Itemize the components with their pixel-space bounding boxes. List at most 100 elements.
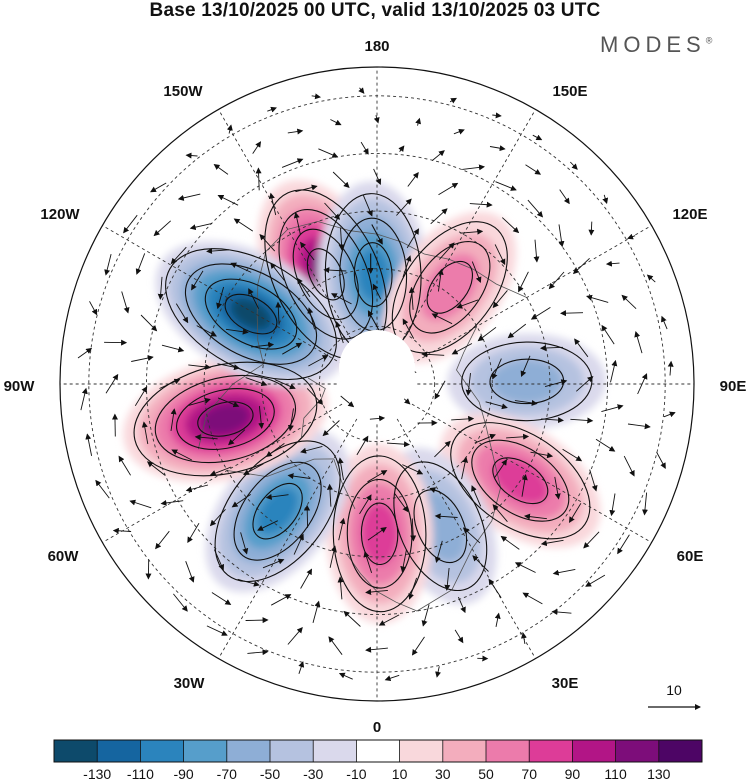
contour-line [197,401,254,437]
wind-arrow [359,494,372,515]
wind-arrow [667,360,674,376]
meridian-line [212,418,358,669]
wind-arrow [525,164,542,175]
wind-arrow [240,532,249,555]
wind-arrow [408,577,418,600]
wind-arrow [586,294,609,303]
colorbar-swatch [658,740,703,762]
wind-arrow [131,355,154,362]
contour-line [204,278,298,350]
wind-arrow [469,201,493,208]
wind-arrow [213,164,229,175]
wind-arrow [663,411,676,418]
wind-arrow [410,518,417,542]
wind-arrow [602,194,609,205]
contour-line [278,209,374,340]
wind-arrow [402,255,412,278]
contour-line [184,263,318,365]
wind-arrow [171,449,193,461]
label-60e: 60E [677,548,704,565]
anomaly-band [420,253,480,321]
wind-arrow [558,224,565,248]
wind-arrow [493,459,508,479]
latitude-circle [146,153,608,615]
wind-arrow [454,629,464,644]
wind-arrow [451,343,473,355]
wind-arrow [287,128,304,135]
cell-90e-negative [447,333,607,430]
wind-arrow [270,594,292,606]
wind-arrow [170,246,187,265]
wind-arrow [386,441,410,448]
anomaly-band [491,360,562,403]
label-120e: 120E [672,206,707,223]
wind-arrow [268,192,277,216]
colorbar-tick-label: 130 [647,766,671,782]
wind-arrow [331,293,352,305]
wind-arrow [518,271,529,293]
wind-arrow [251,342,275,349]
wind-arrow [367,310,380,331]
wind-arrow [365,589,388,596]
wind-arrow [338,672,353,680]
wind-arrow [248,288,260,309]
wind-arrow [530,307,551,320]
wind-arrow [257,520,278,531]
anomaly-band [200,403,251,435]
wind-arrow [252,141,262,154]
wind-arrow [403,398,411,405]
colorbar-tick-label: -10 [346,766,366,782]
wind-arrow [237,578,260,587]
wind-arrow [209,508,226,527]
contour-line [426,260,473,314]
wind-arrow [267,106,277,113]
contour-line [332,455,427,613]
wind-arrow [408,286,415,310]
contour-line [346,478,413,589]
meridian-line [212,99,358,350]
colorbar-tick-label: 50 [478,766,494,782]
wind-arrow [489,145,506,152]
wind-arrow [544,379,568,388]
wind-arrow [540,539,564,547]
wind-arrow [247,649,269,656]
wind-arrow [421,351,445,358]
wind-arrow [160,499,184,506]
wind-arrow [533,239,540,263]
colorbar-tick-label: -130 [83,766,111,782]
wind-arrow [394,493,409,513]
graticule [60,67,694,701]
wind-arrow [287,408,294,432]
wind-arrow [500,535,520,550]
contour-line [252,482,303,540]
wind-arrow [438,182,459,196]
wind-arrow [270,262,285,281]
anomaly-band [230,298,272,330]
wind-arrow [141,421,149,445]
wind-arrow [360,141,369,155]
wind-arrow [104,253,112,276]
wind-arrow [85,433,93,456]
wind-arrow [462,164,485,171]
anomaly-band [357,248,389,302]
wind-arrow [461,456,469,480]
wind-arrow [300,568,312,589]
wind-arrow [274,379,296,390]
wind-arrow [400,549,407,573]
wind-arrow [365,646,388,653]
wind-arrow [293,533,304,555]
colorbar-tick-label: 30 [435,766,451,782]
wind-arrow [337,457,344,481]
wind-arrow [123,214,138,234]
wind-arrow [306,388,324,405]
wind-arrow [471,261,482,284]
meridian-line [396,99,542,350]
reference-vector: 10 [648,682,701,710]
wind-arrow [77,347,93,359]
contour-line [393,461,488,592]
wind-arrow [507,323,527,339]
wind-arrow [402,318,415,339]
label-120w: 120W [40,206,80,223]
wind-arrow [583,531,600,549]
wind-arrow [293,212,301,235]
